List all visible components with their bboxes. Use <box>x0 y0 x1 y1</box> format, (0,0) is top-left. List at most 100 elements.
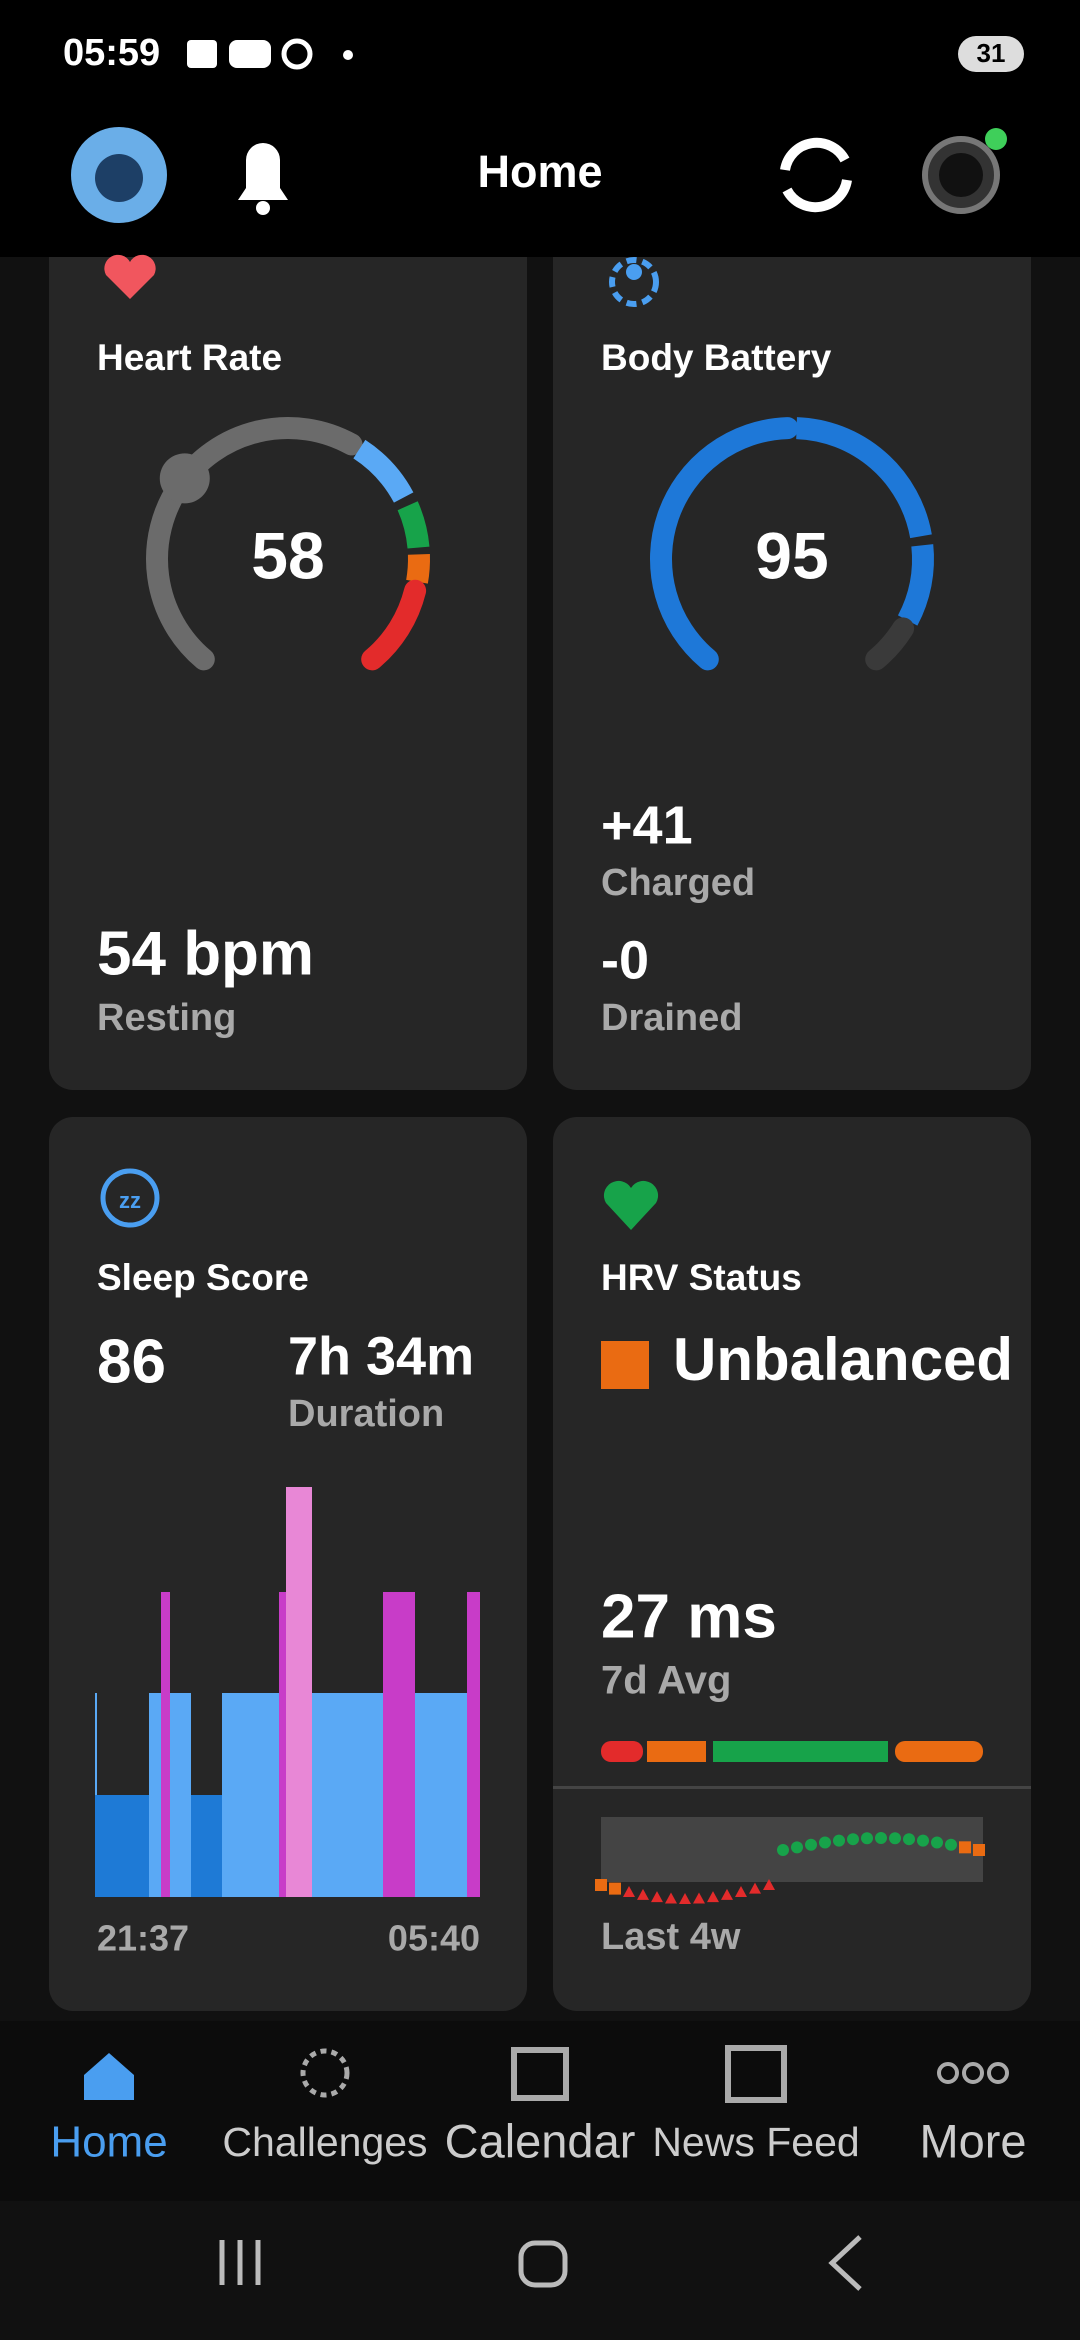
hrv-point <box>931 1836 943 1849</box>
hrv-icon <box>603 1180 659 1230</box>
hrv-status-square <box>601 1341 649 1389</box>
sleep-duration-label: Duration <box>288 1393 444 1435</box>
status-time: 05:59 <box>63 32 160 74</box>
hrv-point <box>651 1891 663 1903</box>
hrv-point <box>749 1882 761 1894</box>
recent-apps[interactable] <box>219 2240 261 2285</box>
home-icon[interactable] <box>84 2053 134 2100</box>
hrv-point <box>861 1832 873 1845</box>
heart-icon <box>104 254 156 299</box>
gauge-arc <box>397 501 430 549</box>
nav-more[interactable]: More <box>919 2114 1026 2167</box>
watch-face <box>939 153 983 197</box>
hrv-point <box>679 1893 691 1904</box>
system-nav <box>219 2235 862 2291</box>
hrv-point <box>959 1841 971 1854</box>
sleep-icon <box>100 1168 160 1228</box>
body-battery-gauge <box>650 417 934 671</box>
hrv-point <box>763 1879 775 1890</box>
challenges-icon[interactable] <box>300 2048 350 2098</box>
bell-clapper <box>256 201 270 215</box>
gauge-arc <box>361 579 427 671</box>
drained-label: Drained <box>601 997 742 1039</box>
sleep-icon-zz: zz <box>119 1188 141 1213</box>
hrv-point <box>973 1844 985 1856</box>
body-battery-card[interactable] <box>553 220 1031 1090</box>
resting-hr-value: 54 bpm <box>97 919 314 988</box>
hrv-point <box>791 1841 803 1854</box>
watch-status-dot <box>985 128 1007 150</box>
hrv-range-label: Last 4w <box>601 1916 741 1958</box>
nav-calendar[interactable]: Calendar <box>445 2114 636 2167</box>
nav-home[interactable]: Home <box>50 2118 167 2167</box>
hrv-divider <box>553 1786 1031 1789</box>
body-battery-title: Body Battery <box>601 337 832 378</box>
hrv-status: Unbalanced <box>673 1326 1013 1393</box>
avatar-figure <box>95 154 143 202</box>
drained-value: -0 <box>601 930 649 990</box>
sleep-stages-chart <box>95 1487 480 1897</box>
calendar-icon[interactable] <box>511 2047 569 2101</box>
hrv-point <box>609 1882 621 1895</box>
hrv-point <box>847 1833 859 1846</box>
hrv-point <box>889 1832 901 1845</box>
hrv-avg-label: 7d Avg <box>601 1659 731 1703</box>
hrv-point <box>819 1836 831 1849</box>
news-feed-icon[interactable] <box>725 2045 787 2103</box>
heart-rate-card[interactable] <box>49 220 527 1090</box>
back-button[interactable] <box>828 2235 862 2291</box>
hrv-range-bar <box>601 1741 983 1762</box>
hrv-point <box>623 1886 635 1897</box>
hrv-point <box>707 1891 719 1903</box>
gauge-arc <box>897 544 934 626</box>
sleep-duration: 7h 34m <box>288 1326 474 1386</box>
nav-news-feed[interactable]: News Feed <box>652 2119 859 2165</box>
heart-rate-current: 58 <box>251 518 324 592</box>
sync-icon[interactable] <box>780 137 852 213</box>
gauge-arc <box>353 439 414 503</box>
hrv-point <box>917 1834 929 1847</box>
nav-challenges[interactable]: Challenges <box>222 2119 427 2165</box>
hrv-point <box>903 1833 915 1846</box>
hrv-trend <box>595 1832 985 1904</box>
hrv-point <box>721 1888 733 1900</box>
hrv-point <box>637 1888 649 1900</box>
header-title: Home <box>477 146 602 197</box>
sleep-score: 86 <box>97 1327 166 1396</box>
heart-rate-gauge <box>146 417 430 671</box>
gauge-arc <box>795 417 932 539</box>
charged-value: +41 <box>601 795 693 855</box>
more-icon[interactable] <box>937 2062 1009 2084</box>
hrv-point <box>875 1832 887 1844</box>
gauge-knob <box>159 453 210 504</box>
heart-rate-title: Heart Rate <box>97 337 282 378</box>
charged-label: Charged <box>601 862 755 904</box>
body-battery-icon-head <box>626 264 642 280</box>
battery-level: 31 <box>977 38 1006 68</box>
hrv-point <box>805 1838 817 1851</box>
battery <box>958 36 1024 72</box>
resting-hr-label: Resting <box>97 997 236 1039</box>
header-bg <box>0 0 1080 257</box>
hrv-point <box>833 1834 845 1847</box>
status-icons <box>187 38 353 70</box>
gauge-arc <box>406 554 430 584</box>
bell-icon[interactable] <box>238 143 288 200</box>
hrv-point <box>665 1892 677 1904</box>
home-button[interactable] <box>518 2240 568 2288</box>
sleep-end: 05:40 <box>388 1918 480 1959</box>
hrv-point <box>595 1879 607 1891</box>
hrv-point <box>735 1886 747 1897</box>
gauge-arc <box>865 617 915 671</box>
body-battery-icon <box>609 257 659 307</box>
hrv-title: HRV Status <box>601 1257 802 1298</box>
hrv-avg-value: 27 ms <box>601 1582 777 1651</box>
body-battery-current: 95 <box>755 518 828 592</box>
gauge-arc <box>650 417 799 671</box>
hrv-point <box>945 1838 957 1851</box>
sleep-start: 21:37 <box>97 1918 189 1959</box>
sleep-title: Sleep Score <box>97 1257 309 1298</box>
hrv-point <box>777 1844 789 1856</box>
